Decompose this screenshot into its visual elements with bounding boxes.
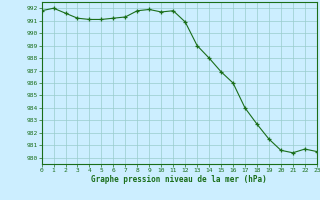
X-axis label: Graphe pression niveau de la mer (hPa): Graphe pression niveau de la mer (hPa)	[91, 175, 267, 184]
